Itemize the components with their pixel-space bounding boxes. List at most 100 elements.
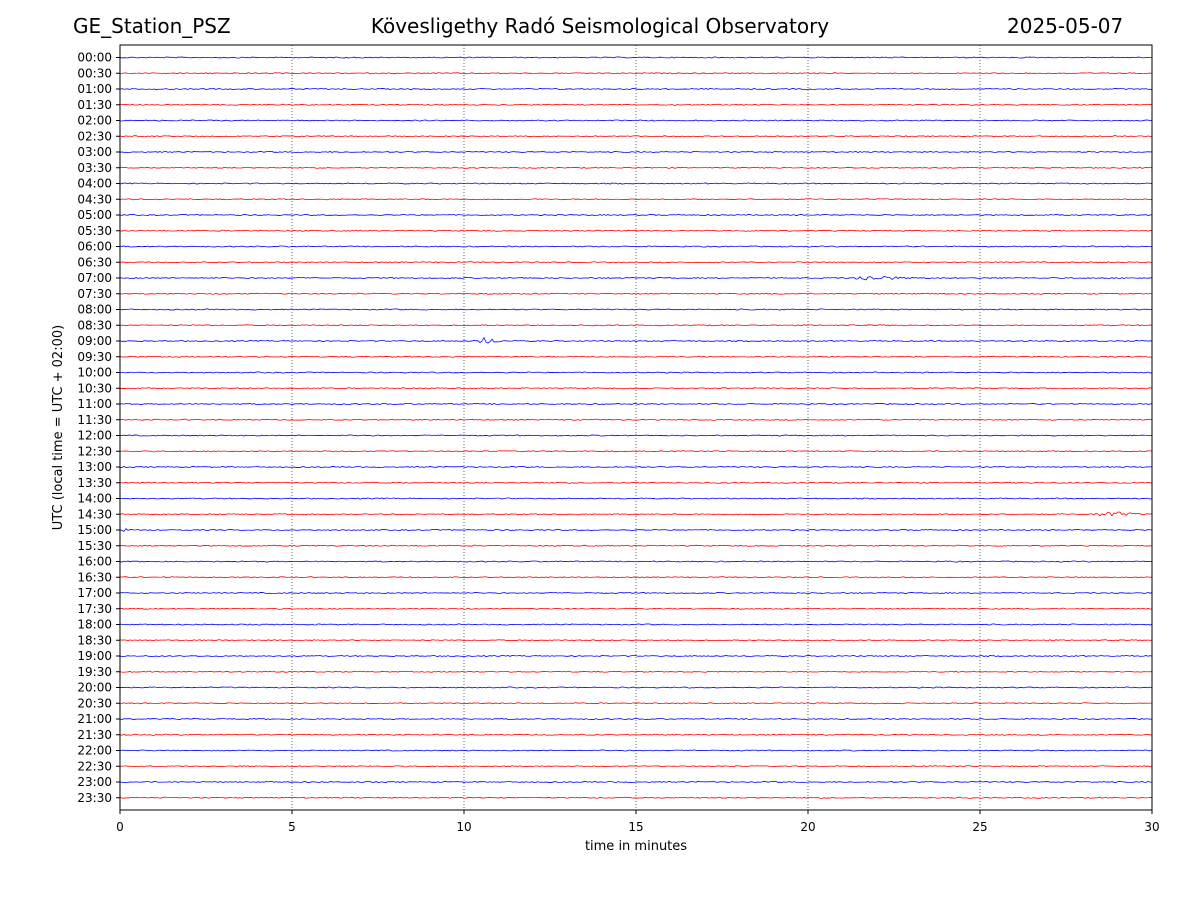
grid-lines — [291, 45, 981, 810]
y-tick-label: 10:00 — [77, 366, 112, 380]
y-tick-label: 15:30 — [77, 539, 112, 553]
x-tick-label: 25 — [972, 820, 987, 834]
trace-04-00 — [119, 182, 1153, 185]
trace-17-00 — [119, 591, 1153, 595]
trace-22-30 — [119, 765, 1153, 768]
y-tick-label: 00:30 — [77, 66, 112, 80]
y-tick-label: 19:00 — [77, 649, 112, 663]
station-name: GE_Station_PSZ — [73, 14, 231, 38]
trace-04-30 — [119, 198, 1153, 201]
trace-21-30 — [119, 733, 1153, 736]
y-tick-label: 16:30 — [77, 570, 112, 584]
y-tick-label: 00:00 — [77, 51, 112, 65]
y-tick-label: 13:30 — [77, 476, 112, 490]
y-tick-label: 10:30 — [77, 381, 112, 395]
y-tick-label: 02:00 — [77, 114, 112, 128]
trace-23-30 — [119, 796, 1153, 799]
trace-23-00 — [119, 780, 1153, 784]
trace-13-00 — [119, 465, 1153, 469]
trace-22-00 — [119, 749, 1153, 752]
trace-08-30 — [119, 324, 1153, 327]
y-tick-label: 15:00 — [77, 523, 112, 537]
trace-16-30 — [119, 576, 1153, 579]
chart-title: Kövesligethy Radó Seismological Observat… — [370, 14, 830, 38]
y-tick-label: 07:00 — [77, 271, 112, 285]
trace-13-30 — [119, 481, 1153, 484]
y-tick-label: 06:30 — [77, 255, 112, 269]
trace-05-30 — [119, 229, 1153, 232]
y-tick-label: 16:00 — [77, 555, 112, 569]
y-tick-label: 22:00 — [77, 744, 112, 758]
y-tick-label: 18:30 — [77, 633, 112, 647]
y-tick-label: 21:00 — [77, 712, 112, 726]
y-tick-label: 18:00 — [77, 618, 112, 632]
trace-00-00 — [119, 56, 1153, 59]
y-tick-label: 11:00 — [77, 397, 112, 411]
trace-12-30 — [119, 450, 1153, 453]
trace-07-30 — [119, 292, 1153, 295]
y-tick-label: 04:30 — [77, 192, 112, 206]
x-tick-label: 5 — [288, 820, 296, 834]
y-tick-label: 01:00 — [77, 82, 112, 96]
y-tick-label: 13:00 — [77, 460, 112, 474]
trace-17-30 — [119, 607, 1153, 610]
trace-08-00 — [119, 308, 1153, 311]
y-tick-label: 01:30 — [77, 98, 112, 112]
y-tick-label: 17:00 — [77, 586, 112, 600]
chart-date: 2025-05-07 — [1007, 14, 1124, 38]
trace-01-00 — [119, 87, 1153, 91]
trace-14-00 — [119, 497, 1153, 500]
trace-10-30 — [119, 387, 1153, 390]
y-tick-label: 21:30 — [77, 728, 112, 742]
y-tick-label: 20:30 — [77, 696, 112, 710]
trace-19-30 — [119, 670, 1153, 673]
x-tick-label: 15 — [628, 820, 643, 834]
trace-12-00 — [119, 434, 1153, 437]
y-tick-label: 23:00 — [77, 775, 112, 789]
trace-11-30 — [119, 418, 1153, 421]
y-tick-label: 20:00 — [77, 681, 112, 695]
trace-09-00 — [119, 336, 1153, 344]
trace-16-00 — [119, 560, 1153, 563]
trace-06-30 — [119, 261, 1153, 264]
y-tick-label: 08:30 — [77, 318, 112, 332]
trace-20-00 — [119, 686, 1153, 689]
y-tick-label: 07:30 — [77, 287, 112, 301]
y-tick-label: 14:30 — [77, 507, 112, 521]
trace-18-00 — [119, 623, 1153, 626]
trace-10-00 — [119, 371, 1153, 374]
x-tick-label: 0 — [116, 820, 124, 834]
trace-02-00 — [119, 119, 1153, 122]
trace-07-00 — [119, 276, 1153, 281]
trace-05-00 — [119, 213, 1153, 217]
trace-01-30 — [119, 103, 1153, 106]
y-tick-label: 04:00 — [77, 177, 112, 191]
y-tick-label: 09:30 — [77, 350, 112, 364]
trace-15-00 — [119, 528, 1153, 532]
y-tick-label: 09:00 — [77, 334, 112, 348]
y-tick-label: 03:00 — [77, 145, 112, 159]
trace-21-00 — [119, 717, 1153, 721]
trace-02-30 — [119, 135, 1153, 138]
trace-19-00 — [119, 654, 1153, 658]
y-tick-label: 05:30 — [77, 224, 112, 238]
y-tick-label: 17:30 — [77, 602, 112, 616]
y-tick-label: 03:30 — [77, 161, 112, 175]
trace-lines — [119, 56, 1153, 799]
y-tick-label: 22:30 — [77, 759, 112, 773]
y-tick-label: 14:00 — [77, 492, 112, 506]
y-tick-label: 12:00 — [77, 429, 112, 443]
trace-03-00 — [119, 150, 1153, 154]
x-tick-label: 30 — [1144, 820, 1159, 834]
trace-20-30 — [119, 702, 1153, 705]
x-axis-label: time in minutes — [585, 839, 687, 854]
y-tick-label: 02:30 — [77, 129, 112, 143]
trace-14-30 — [119, 511, 1153, 517]
y-tick-label: 06:00 — [77, 240, 112, 254]
x-axis-ticks: 0 5 10 15 20 25 30 — [116, 810, 1160, 834]
trace-15-30 — [119, 544, 1153, 547]
trace-18-30 — [119, 639, 1153, 642]
y-tick-label: 08:00 — [77, 303, 112, 317]
